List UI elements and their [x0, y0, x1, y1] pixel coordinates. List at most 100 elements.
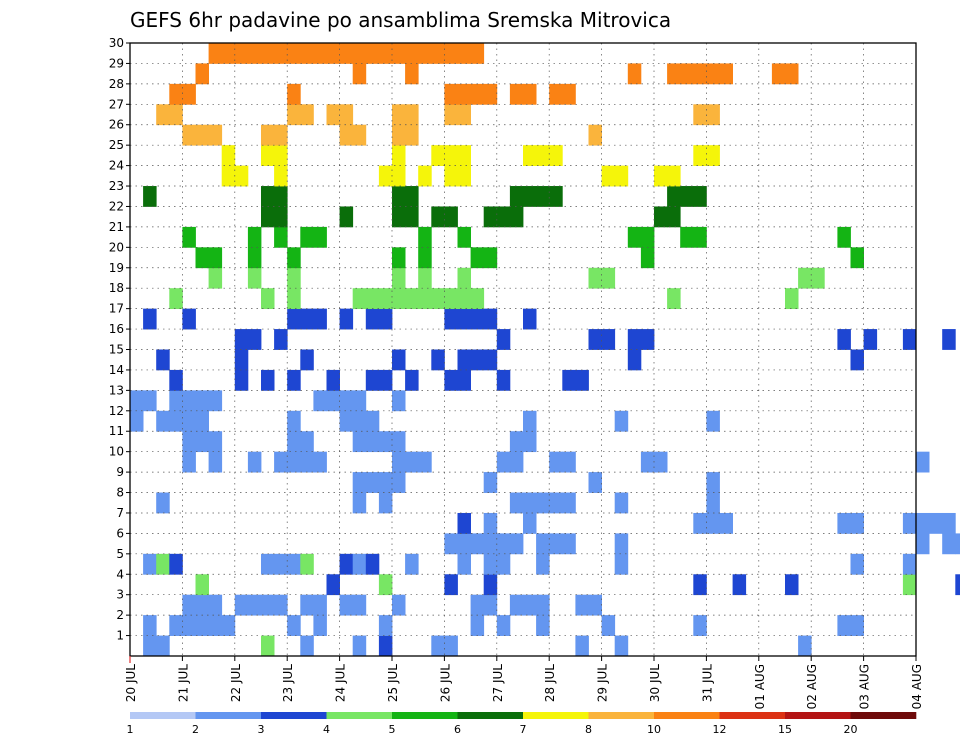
heatmap-cell [392, 390, 406, 412]
heatmap-cell [274, 186, 288, 207]
heatmap-cell [392, 165, 406, 187]
heatmap-cell [261, 635, 275, 657]
heatmap-cell [509, 533, 524, 555]
heatmap-cell [431, 635, 445, 657]
heatmap-cell [706, 104, 720, 126]
y-axis: 1234567891011121314151617181920212223242… [109, 36, 130, 643]
heatmap-cell [392, 288, 406, 310]
heatmap-cell [392, 267, 406, 289]
heatmap-cell [588, 329, 602, 350]
heatmap-cell [457, 83, 471, 105]
heatmap-cell [902, 512, 917, 534]
heatmap-cell [365, 472, 380, 493]
heatmap-cell [483, 574, 498, 596]
heatmap-cell [955, 533, 960, 555]
heatmap-cell [143, 308, 157, 330]
heatmap-cell [169, 104, 183, 126]
heatmap-cell [352, 63, 367, 85]
heatmap-cell [195, 124, 209, 146]
heatmap-cell [208, 43, 223, 64]
x-tick-label: 30 JUL [648, 664, 662, 702]
heatmap-cell [378, 43, 393, 64]
heatmap-cell [261, 206, 275, 228]
heatmap-cell [654, 165, 668, 187]
heatmap-cell [208, 247, 223, 269]
heatmap-cell [300, 308, 314, 330]
heatmap-cell [182, 594, 196, 616]
heatmap-cell [352, 553, 367, 575]
heatmap-cell [378, 492, 393, 514]
heatmap-cell [470, 288, 485, 310]
x-tick-label: 20 JUL [124, 664, 138, 702]
heatmap-cell [313, 615, 327, 636]
heatmap-cell [719, 63, 733, 85]
y-tick-label: 18 [109, 281, 124, 295]
heatmap-cell [483, 83, 498, 105]
heatmap-cell [352, 594, 367, 616]
heatmap-cell [274, 206, 288, 228]
heatmap-cell [247, 329, 262, 350]
heatmap-cell [143, 390, 157, 412]
heatmap-cell [457, 308, 471, 330]
heatmap-cell [300, 349, 314, 371]
heatmap-cell [654, 206, 668, 228]
heatmap-cell [352, 472, 367, 493]
heatmap-cell [418, 165, 432, 187]
heatmap-cell [405, 104, 419, 126]
heatmap-cell [274, 594, 288, 616]
x-axis: 20 JUL 21 JUL 22 JUL 23 JUL 24 JUL 25 JUL 26 J… [124, 656, 924, 709]
heatmap-cell [601, 329, 616, 350]
heatmap-cell [287, 104, 301, 126]
heatmap-cell [339, 43, 354, 64]
heatmap-cell [798, 267, 812, 289]
heatmap-cell [785, 574, 799, 596]
heatmap-cell [378, 288, 393, 310]
heatmap-cell [457, 267, 471, 289]
heatmap-cell [496, 451, 511, 473]
heatmap-cell [195, 594, 209, 616]
heatmap-cell [640, 329, 655, 350]
heatmap-cell [549, 145, 563, 166]
heatmap-cell [405, 553, 419, 575]
legend-label: 12 [713, 723, 727, 736]
heatmap-cell [457, 226, 471, 248]
legend-label: 8 [585, 723, 592, 736]
heatmap-cell [536, 594, 550, 616]
x-tick-label: 25 JUL [386, 664, 400, 702]
heatmap-cell [562, 451, 576, 473]
heatmap-cell [902, 329, 917, 350]
heatmap-cell [130, 390, 144, 412]
heatmap-cell [365, 43, 380, 64]
heatmap-cell [274, 553, 288, 575]
x-tick-label: 26 JUL [438, 664, 452, 702]
heatmap-cell [169, 369, 183, 391]
legend-label: 7 [520, 723, 527, 736]
heatmap-cell [444, 369, 458, 391]
heatmap-cell [156, 349, 170, 371]
heatmap-cell [536, 492, 550, 514]
legend-label: 10 [647, 723, 661, 736]
heatmap-cell [405, 369, 419, 391]
x-tick-label: 24 JUL [334, 664, 348, 702]
heatmap-cell [143, 553, 157, 575]
heatmap-cell [274, 43, 288, 64]
heatmap-cell [339, 124, 354, 146]
heatmap-cell [405, 63, 419, 85]
heatmap-cell [509, 492, 524, 514]
y-tick-label: 4 [116, 567, 124, 581]
heatmap-cell [523, 512, 537, 534]
heatmap-cell [405, 451, 419, 473]
heatmap-cell [208, 594, 223, 616]
heatmap-cell [326, 369, 340, 391]
heatmap-cell [562, 369, 576, 391]
heatmap-cell [431, 288, 445, 310]
y-tick-label: 10 [109, 445, 124, 459]
heatmap-cell [483, 349, 498, 371]
heatmap-cell [614, 165, 629, 187]
heatmap-cell [431, 206, 445, 228]
heatmap-cell [955, 574, 960, 596]
heatmap-cell [575, 594, 589, 616]
heatmap-cell [929, 512, 943, 534]
heatmap-cell [457, 369, 471, 391]
x-tick-label: 03 AUG [858, 664, 872, 709]
